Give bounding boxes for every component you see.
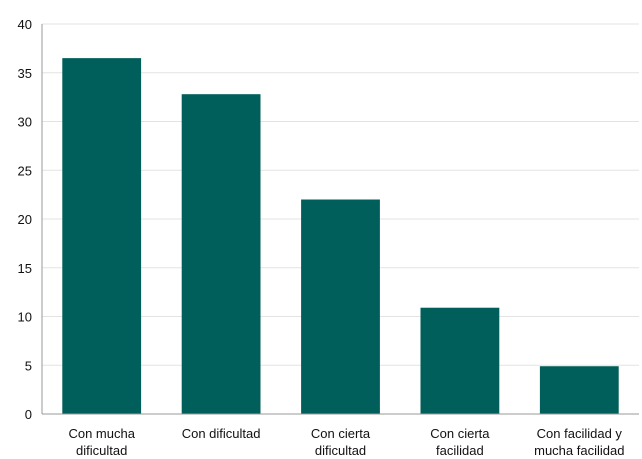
x-category-label: Con cierta facilidad xyxy=(430,426,490,458)
y-tick-label: 20 xyxy=(18,212,32,227)
y-tick-label: 35 xyxy=(18,66,32,81)
bar xyxy=(420,307,500,414)
x-category-label-line: dificultad xyxy=(76,443,127,458)
y-tick-label: 40 xyxy=(18,17,32,32)
y-tick-label: 5 xyxy=(25,358,32,373)
x-category-label-line: dificultad xyxy=(315,443,366,458)
y-tick-label: 25 xyxy=(18,163,32,178)
x-category-label-line: Con facilidad y xyxy=(537,426,623,441)
x-category-label: Con mucha dificultad xyxy=(68,426,135,458)
y-tick-label: 0 xyxy=(25,407,32,422)
y-tick-label: 15 xyxy=(18,261,32,276)
x-category-label-line: mucha facilidad xyxy=(534,443,624,458)
bar xyxy=(181,94,261,414)
x-category-label-line: Con cierta xyxy=(430,426,490,441)
bar xyxy=(62,58,142,414)
bars xyxy=(62,58,619,414)
x-category-label-line: Con cierta xyxy=(311,426,371,441)
x-category-label-line: Con mucha xyxy=(68,426,135,441)
y-tick-label: 30 xyxy=(18,115,32,130)
x-category-label: Con dificultad xyxy=(182,426,261,441)
bar xyxy=(539,366,619,414)
x-category-label-line: facilidad xyxy=(436,443,484,458)
x-category-label: Con facilidad y mucha facilidad xyxy=(534,426,624,458)
bar xyxy=(301,199,380,414)
x-category-label-line: Con dificultad xyxy=(182,426,261,441)
y-axis-ticks: 0 5 10 15 20 25 30 35 40 xyxy=(18,17,32,422)
x-axis-labels: Con mucha dificultad Con dificultad Con cie… xyxy=(68,426,624,458)
y-tick-label: 10 xyxy=(18,310,32,325)
x-category-label: Con cierta dificultad xyxy=(311,426,371,458)
